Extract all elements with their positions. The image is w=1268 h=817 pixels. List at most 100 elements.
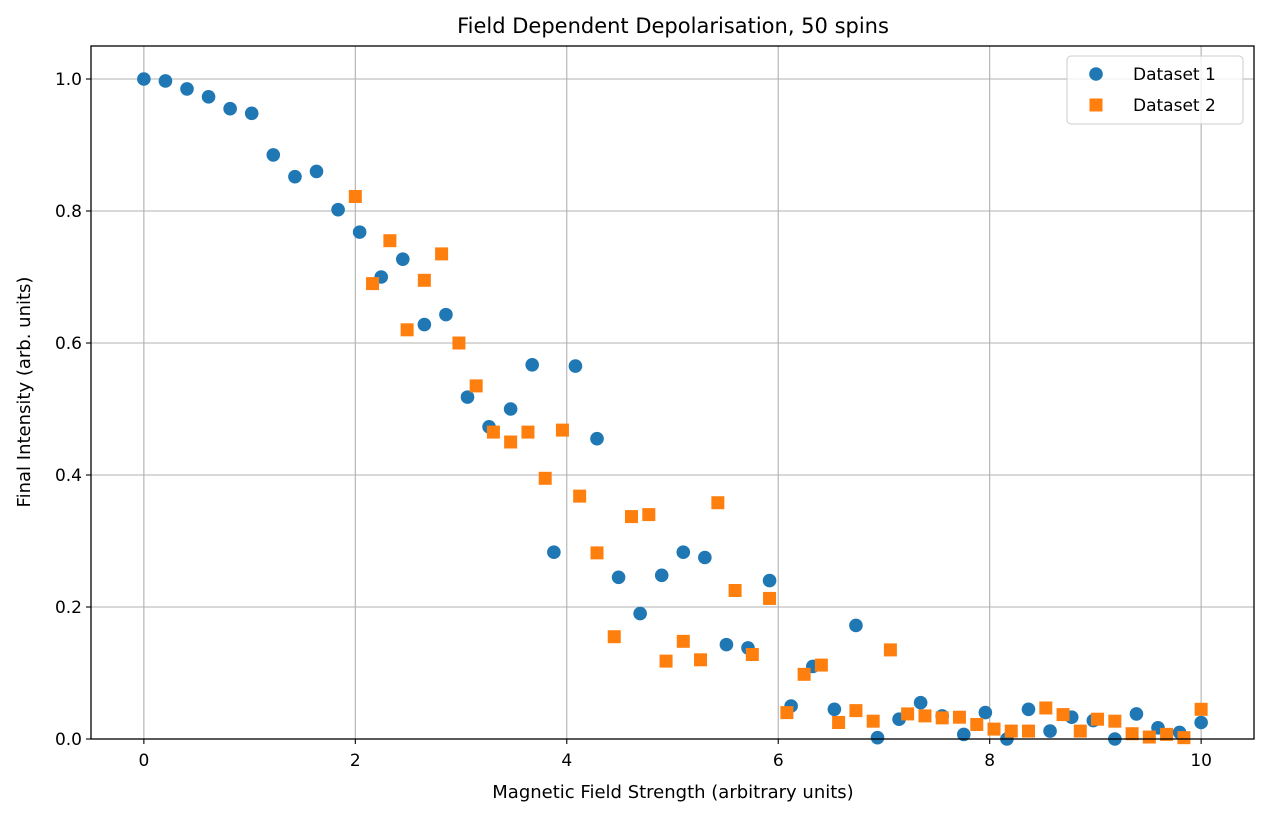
data-point [137, 72, 151, 86]
data-point [676, 545, 691, 560]
x-tick-label: 10 [1190, 751, 1212, 771]
data-point [383, 234, 397, 248]
data-point [1194, 702, 1208, 716]
y-tick-label: 0.0 [55, 730, 82, 750]
data-point [1177, 731, 1191, 745]
data-point [918, 709, 932, 723]
data-point [525, 357, 539, 372]
data-point [366, 277, 380, 291]
data-points [137, 72, 1208, 746]
data-point [288, 169, 302, 184]
data-point [331, 202, 345, 217]
data-point [952, 710, 966, 724]
data-point [883, 643, 897, 657]
data-point [935, 711, 949, 725]
data-point [521, 425, 535, 439]
data-point [1160, 727, 1174, 741]
x-tick-label: 4 [561, 751, 572, 771]
data-point [1056, 708, 1070, 722]
data-point [435, 247, 449, 261]
data-point [745, 648, 759, 662]
data-point [469, 379, 483, 393]
data-point [547, 545, 561, 560]
data-point [1039, 701, 1053, 715]
data-point [870, 730, 885, 745]
data-point [780, 706, 794, 720]
y-tick-label: 0.6 [55, 334, 82, 354]
data-point [439, 307, 453, 322]
data-point [913, 695, 928, 710]
data-point [849, 704, 863, 718]
data-point [849, 618, 863, 633]
data-point [352, 225, 367, 239]
data-point [711, 496, 725, 510]
data-point [866, 714, 880, 728]
data-point [309, 164, 324, 179]
y-tick-label: 0.8 [55, 202, 82, 222]
data-point [400, 323, 414, 337]
data-point [633, 606, 647, 621]
data-point [654, 568, 669, 583]
data-point [573, 489, 587, 503]
data-point [676, 634, 690, 648]
data-point [694, 653, 708, 667]
legend-marker [1089, 67, 1103, 81]
data-point [395, 252, 410, 266]
data-point [417, 317, 432, 332]
data-point [486, 425, 500, 439]
data-point [180, 82, 194, 96]
legend-marker [1089, 98, 1103, 112]
data-point [504, 435, 518, 449]
grid-lines [91, 46, 1254, 740]
data-point [417, 273, 431, 287]
data-point [348, 189, 362, 203]
data-point [901, 707, 915, 721]
data-point [642, 508, 656, 522]
data-point [659, 654, 673, 668]
data-point [728, 584, 742, 597]
data-point [987, 722, 1001, 736]
data-point [1021, 702, 1036, 717]
legend: Dataset 1 Dataset 2 [1066, 55, 1244, 125]
data-point [590, 546, 604, 560]
y-axis-label: Final Intensity (arb. units) [14, 277, 35, 508]
data-point [568, 359, 583, 373]
data-point [555, 423, 569, 437]
data-point [1129, 707, 1144, 721]
x-tick-label: 0 [138, 751, 149, 771]
data-point [797, 667, 811, 681]
series-2 [348, 189, 1208, 745]
data-point [956, 727, 971, 742]
y-tick-label: 1.0 [55, 70, 82, 90]
data-point [832, 716, 846, 729]
data-point [763, 591, 777, 605]
legend-label: Dataset 1 [1133, 65, 1216, 85]
x-tick-label: 8 [984, 751, 995, 771]
data-point [158, 74, 173, 88]
data-point [503, 402, 518, 416]
data-point [1194, 715, 1208, 730]
chart-title: Field Dependent Depolarisation, 50 spins [457, 14, 889, 38]
data-point [978, 705, 993, 720]
data-point [244, 106, 259, 121]
y-tick-label: 0.2 [55, 598, 82, 618]
data-point [538, 471, 552, 485]
x-axis-label: Magnetic Field Strength (arbitrary units… [492, 782, 853, 803]
data-point [1108, 714, 1122, 728]
data-point [460, 390, 475, 404]
x-tick-label: 6 [773, 751, 784, 771]
x-tick-label: 2 [350, 751, 361, 771]
data-point [698, 550, 712, 565]
legend-label: Dataset 2 [1133, 96, 1216, 116]
data-point [201, 90, 216, 104]
data-point [266, 148, 281, 162]
data-point [223, 101, 237, 116]
data-point [762, 573, 777, 588]
data-point [1043, 724, 1057, 738]
data-point [1021, 724, 1035, 738]
data-point [1091, 712, 1105, 726]
data-point [1073, 724, 1087, 738]
series-1 [137, 72, 1208, 746]
axis-ticks: 0 2 4 6 8 10 0.0 0.2 0.4 0.6 0.8 1.0 [55, 70, 1212, 771]
